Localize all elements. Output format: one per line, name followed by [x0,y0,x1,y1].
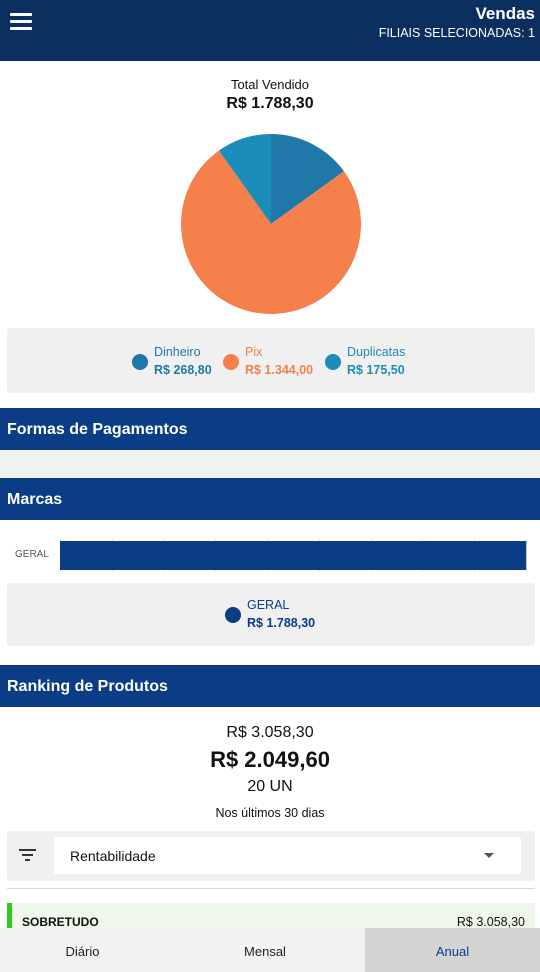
payment-methods-content [0,450,540,478]
legend-value: R$ 1.788,30 [247,616,316,630]
pie-legend: Dinheiro R$ 268,80 Pix R$ 1.344,00 Dupli… [7,328,535,393]
section-payment-methods: Formas de Pagamentos [0,408,540,450]
legend-value: R$ 268,80 [154,363,212,377]
ranking-row[interactable]: SOBRETUDO R$ 3.058,30 [7,903,535,929]
ranking-main-value: R$ 2.049,60 [210,747,330,772]
legend-label: Dinheiro [154,345,201,359]
tab-anual[interactable]: Anual [365,928,540,972]
section-product-ranking: Ranking de Produtos [0,665,540,707]
section-brands: Marcas [0,478,540,520]
ranking-period: Nos últimos 30 dias [215,806,325,820]
legend-value: R$ 1.344,00 [245,363,314,377]
sort-select[interactable]: Rentabilidade [54,837,521,874]
pie-slice-dinheiro[interactable] [271,134,344,224]
ranking-units: 20 UN [247,778,293,795]
legend-label: GERAL [247,598,290,612]
tab-mensal[interactable]: Mensal [244,944,286,959]
pie-slice-duplicatas[interactable] [218,134,271,224]
legend-dot [223,354,239,370]
brands-bar-chart [60,540,530,571]
bar-geral[interactable] [60,541,526,570]
page-title: Vendas [475,4,535,23]
pie-slice-pix[interactable] [181,150,361,314]
ranking-filter-bar: Rentabilidade [7,831,535,881]
legend-dot [132,354,148,370]
brands-legend: GERAL R$ 1.788,30 [7,583,535,646]
payment-pie-chart [181,134,361,314]
app-header: Vendas FILIAIS SELECIONADAS: 1 [0,0,540,61]
total-sold-value: R$ 1.788,30 [226,95,314,112]
total-sold-label: Total Vendido [230,77,310,92]
bottom-navigation: Diário Mensal Anual [0,928,540,972]
sort-select-value: Rentabilidade [70,848,156,864]
bar-category-label: GERAL [15,549,49,560]
selected-branches-label[interactable]: FILIAIS SELECIONADAS: 1 [378,26,535,40]
ranking-gross-value: R$ 3.058,30 [226,724,314,741]
bar-gridline [526,540,527,571]
tab-diario[interactable]: Diário [65,944,100,959]
legend-label: Duplicatas [347,345,406,359]
legend-label: Pix [245,345,263,359]
chevron-down-icon [484,853,494,858]
filter-list-icon[interactable] [19,849,36,861]
legend-dot [325,354,341,370]
legend-dot [225,607,241,623]
hamburger-menu-icon[interactable] [10,13,32,30]
legend-value: R$ 175,50 [347,363,405,377]
ranking-row-name: SOBRETUDO [22,915,99,929]
ranking-row-value: R$ 3.058,30 [456,915,525,929]
divider [7,888,535,889]
